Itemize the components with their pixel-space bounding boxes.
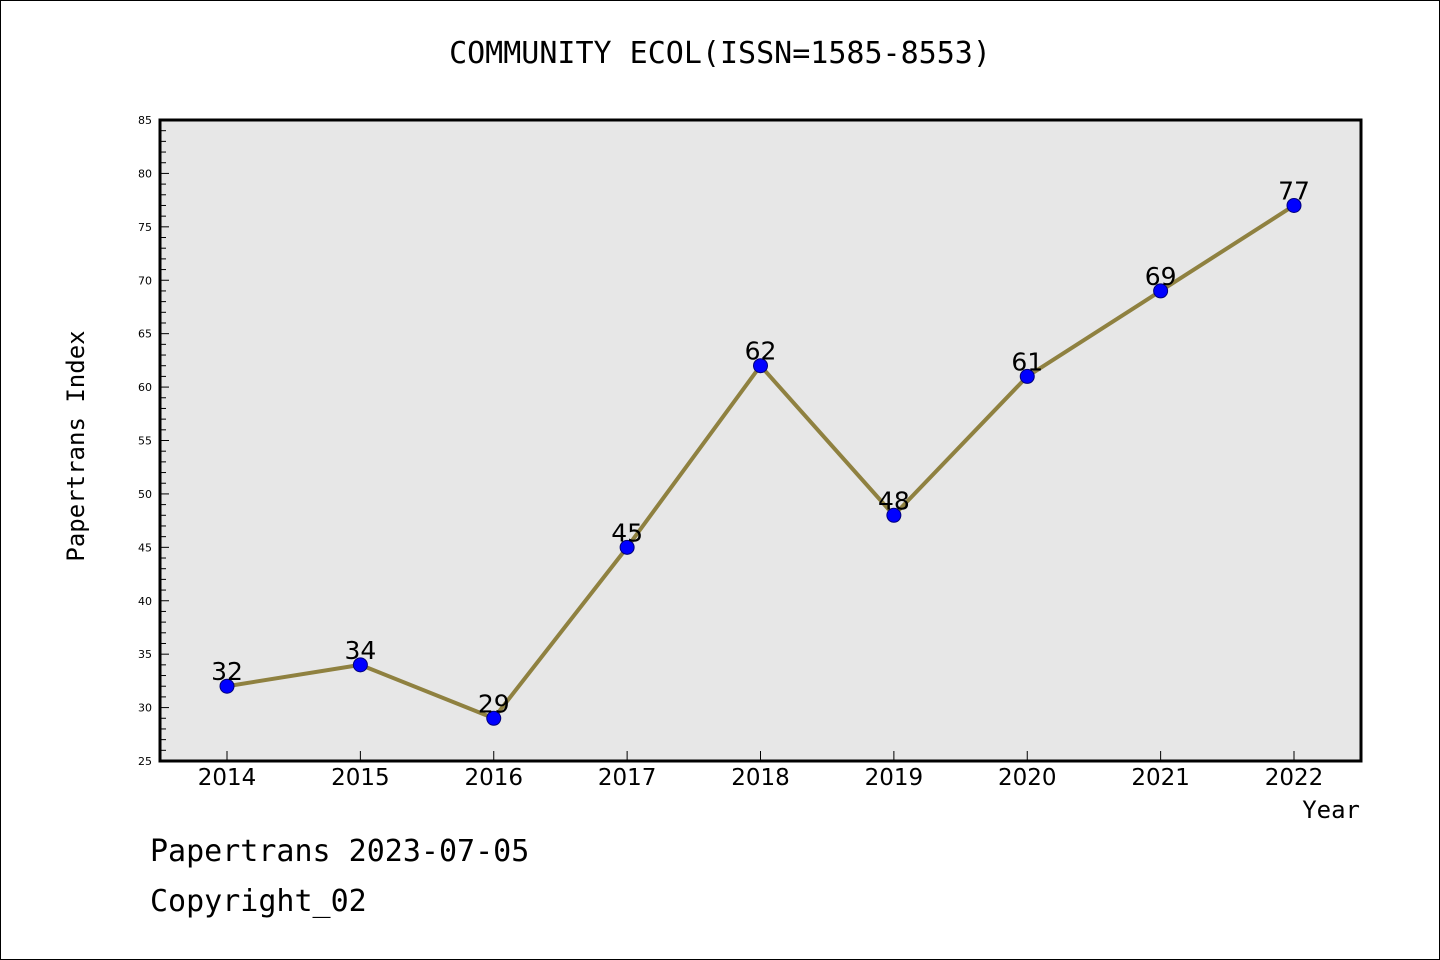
data-point — [486, 710, 502, 726]
plot-border — [158, 118, 1363, 763]
data-point — [1153, 283, 1169, 299]
data-point — [1286, 197, 1302, 213]
data-point — [886, 507, 902, 523]
data-label: 48 — [878, 486, 910, 515]
data-point — [1019, 368, 1035, 384]
y-tick-label: 70 — [138, 274, 152, 287]
y-tick-label: 80 — [138, 167, 152, 180]
y-tick-label: 50 — [138, 488, 152, 501]
x-tick-label: 2022 — [1265, 765, 1324, 791]
data-label: 32 — [211, 657, 243, 686]
chart-title: COMMUNITY ECOL(ISSN=1585-8553) — [449, 36, 991, 71]
x-tick-label: 2015 — [331, 765, 390, 791]
data-label: 62 — [745, 337, 777, 366]
data-label: 34 — [344, 636, 376, 665]
footer-copyright: Copyright_02 — [150, 884, 367, 919]
y-tick-label: 60 — [138, 381, 152, 394]
y-tick-label: 65 — [138, 328, 152, 341]
data-point — [352, 657, 368, 673]
x-axis-label: Year — [1302, 796, 1360, 824]
x-tick-label: 2021 — [1131, 765, 1190, 791]
plot-area — [160, 120, 1361, 761]
x-tick-label: 2019 — [865, 765, 924, 791]
y-tick-label: 55 — [138, 435, 152, 448]
data-point — [219, 678, 235, 694]
y-tick-label: 30 — [138, 702, 152, 715]
y-tick-label: 45 — [138, 541, 152, 554]
data-label: 29 — [478, 689, 510, 718]
x-tick-label: 2017 — [598, 765, 657, 791]
footer-date: Papertrans 2023-07-05 — [150, 834, 530, 869]
data-label: 45 — [611, 518, 643, 547]
x-tick-label: 2014 — [198, 765, 257, 791]
x-tick-label: 2020 — [998, 765, 1057, 791]
y-tick-label: 85 — [138, 114, 152, 127]
data-point — [753, 358, 768, 374]
data-point — [619, 539, 635, 555]
y-tick-label: 35 — [138, 648, 152, 661]
data-label: 77 — [1278, 176, 1310, 205]
x-tick-label: 2018 — [731, 765, 790, 791]
x-tick-label: 2016 — [464, 765, 523, 791]
data-label: 69 — [1145, 262, 1177, 291]
y-tick-label: 25 — [138, 755, 152, 768]
y-tick-label: 40 — [138, 595, 152, 608]
y-tick-label: 75 — [138, 221, 152, 234]
data-label: 61 — [1011, 347, 1043, 376]
